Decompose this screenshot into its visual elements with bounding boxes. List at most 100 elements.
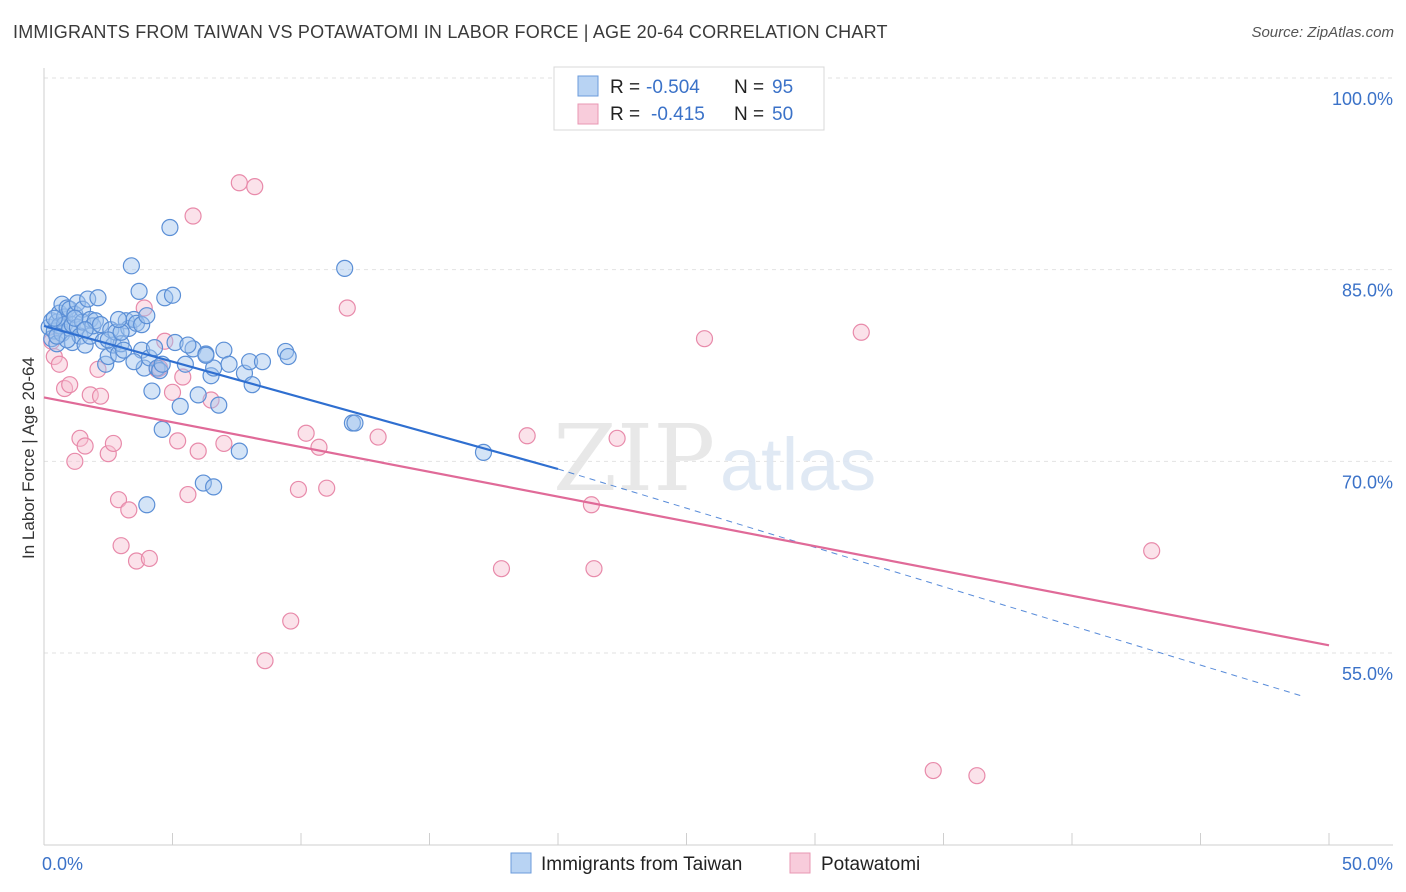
y-tick-label-70: 70.0% [1342,472,1393,492]
legend-n-value-2: 50 [772,104,793,125]
legend-r-label-1: R = [610,77,640,98]
y-tick-label-85: 85.0% [1342,281,1393,301]
taiwan-point-54 [153,420,171,438]
taiwan-point-94 [197,346,215,364]
taiwan-point-95 [138,496,156,514]
legend-n-label-2: N = [734,104,764,125]
taiwan-point-92 [48,327,66,345]
potawatomi-point-31 [246,178,264,196]
axes [43,68,1393,846]
potawatomi-point-48 [968,767,986,785]
potawatomi-point-44 [608,429,626,447]
potawatomi-point-14 [112,537,130,555]
potawatomi-point-39 [369,428,387,446]
taiwan-point-71 [220,355,238,373]
taiwan-point-81 [346,414,364,432]
potawatomi-point-34 [289,480,308,499]
potawatomi-point-33 [282,612,300,630]
taiwan-point-63 [189,386,207,404]
series-legend: Immigrants from Taiwan Potawatomi [510,852,920,875]
legend-box [553,66,825,131]
series-legend-label-taiwan: Immigrants from Taiwan [541,854,742,875]
potawatomi-point-23 [169,432,187,450]
taiwan-point-57 [161,218,179,237]
potawatomi-point-26 [184,207,202,225]
legend-r-value-2: -0.415 [651,104,705,125]
taiwan-point-78 [279,347,297,366]
source-credit: Source: ZipAtlas.com [1251,24,1394,41]
potawatomi-points [43,174,1161,785]
legend-swatch-potawatomi [577,103,599,125]
taiwan-trend-extension [557,468,1304,697]
potawatomi-point-24 [174,368,192,386]
potawatomi-point-4 [61,376,79,394]
potawatomi-point-49 [1143,542,1161,560]
y-tick-labels: 55.0% 70.0% 85.0% 100.0% [1332,89,1393,684]
taiwan-point-59 [166,333,184,352]
watermark: ZIP atlas [553,405,876,512]
watermark-atlas: atlas [720,423,876,506]
potawatomi-point-11 [99,445,117,463]
taiwan-point-30 [91,316,110,334]
x-ticks [43,833,1330,845]
potawatomi-point-12 [104,434,122,453]
taiwan-point-60 [171,397,189,415]
taiwan-point-58 [163,286,182,304]
potawatomi-point-36 [310,438,328,456]
taiwan-point-87 [112,323,130,341]
taiwan-point-47 [133,316,151,334]
potawatomi-point-29 [215,434,233,453]
taiwan-point-83 [45,309,63,327]
taiwan-point-91 [109,310,128,329]
taiwan-point-76 [253,353,272,371]
y-tick-label-55: 55.0% [1342,664,1393,684]
potawatomi-point-18 [140,549,158,568]
taiwan-point-93 [125,353,143,371]
x-tick-label-end: 50.0% [1342,854,1393,874]
taiwan-point-51 [143,382,161,400]
potawatomi-point-16 [127,552,146,570]
taiwan-point-85 [66,309,84,327]
taiwan-point-74 [241,353,259,371]
potawatomi-point-2 [50,355,69,373]
legend-swatch-taiwan [577,75,599,97]
taiwan-point-69 [210,396,228,414]
potawatomi-point-37 [318,479,336,497]
chart-title: IMMIGRANTS FROM TAIWAN VS POTAWATOMI IN … [13,22,888,42]
y-axis-label: In Labor Force | Age 20-64 [19,357,38,559]
potawatomi-point-27 [189,442,207,460]
x-tick-label-start: 0.0% [42,854,83,874]
potawatomi-point-25 [179,485,197,504]
taiwan-trend-line [43,324,559,471]
series-legend-label-potawatomi: Potawatomi [821,854,920,875]
taiwan-point-89 [179,336,197,354]
legend-n-label-1: N = [734,77,764,98]
taiwan-point-64 [194,474,212,492]
series-legend-swatch-potawatomi [789,852,811,874]
potawatomi-point-7 [76,437,94,455]
y-tick-label-100: 100.0% [1332,89,1393,109]
taiwan-point-68 [205,478,223,496]
taiwan-point-42 [122,257,140,275]
potawatomi-point-30 [230,174,248,192]
series-legend-swatch-taiwan [510,852,532,874]
potawatomi-point-22 [163,383,182,401]
watermark-zip: ZIP [553,405,715,512]
potawatomi-point-38 [338,299,356,317]
potawatomi-trend-line [43,396,1330,647]
correlation-legend: R = -0.504 N = 95 R = -0.415 N = 50 [553,66,825,131]
potawatomi-point-43 [585,560,603,578]
taiwan-point-88 [145,339,164,357]
legend-n-value-1: 95 [772,77,793,98]
trend-lines [43,324,1330,697]
potawatomi-point-32 [256,652,274,670]
potawatomi-point-10 [91,387,110,405]
potawatomi-point-46 [852,323,870,341]
potawatomi-point-45 [695,330,714,348]
taiwan-points [40,218,493,514]
potawatomi-point-47 [924,761,942,780]
taiwan-point-79 [336,259,354,277]
taiwan-point-49 [138,307,156,325]
taiwan-point-29 [89,289,107,307]
